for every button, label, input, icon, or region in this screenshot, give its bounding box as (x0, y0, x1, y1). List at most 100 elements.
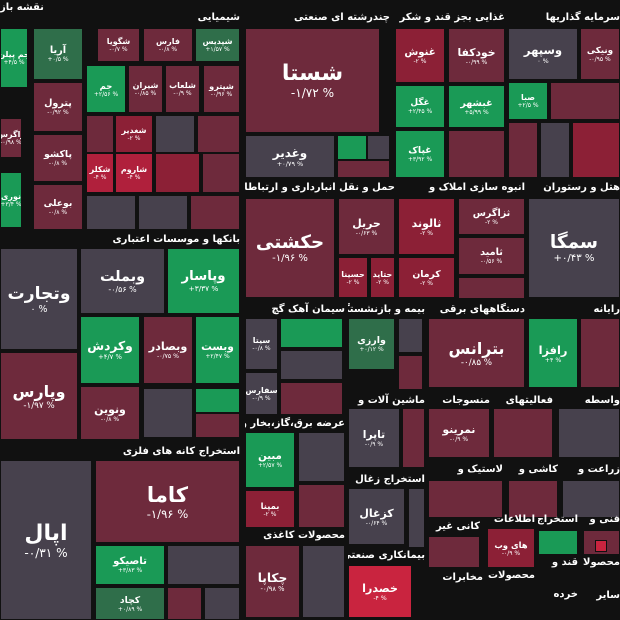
stock-tile[interactable]: وتجارت ۰ % (0, 248, 78, 350)
stock-tile[interactable]: آریا +۰/۵ % (33, 28, 83, 80)
stock-tile[interactable]: حکشتی -۱/۹۶ % (245, 198, 335, 298)
filler-tile (408, 488, 425, 548)
filler-tile (493, 408, 553, 458)
stock-tile[interactable]: وارزی +۰/۱۲ % (348, 318, 395, 370)
stock-tile[interactable]: های وب -۰/۹ % (487, 528, 535, 568)
stock-tile[interactable]: شگویا -۰/۷ % (97, 28, 140, 62)
sector-title: کاشی و (518, 464, 558, 475)
stock-tile[interactable]: رافزا +۴ % (528, 318, 578, 388)
stock-tile[interactable]: زاگرس-۰/۹۸ % (0, 118, 22, 158)
stock-tile[interactable]: تاصیکو +۳/۸۳ % (95, 545, 165, 585)
stock-tile[interactable]: سیتا -۰/۸ % (245, 318, 278, 370)
stock-tile[interactable]: صبا +۲/۵ % (508, 82, 548, 120)
stock-tile[interactable]: ونوین -۰/۸ % (80, 386, 140, 440)
stock-tile[interactable]: شلعاب -۰/۹ % (165, 65, 200, 113)
stock-name: کاما (146, 482, 189, 507)
stock-tile[interactable]: غگل +۲/۴۵ % (395, 85, 445, 128)
stock-tile[interactable]: فارس -۰/۸ % (143, 28, 193, 62)
stock-tile[interactable]: تاپرا -۰/۹ % (348, 408, 400, 468)
stock-tile[interactable]: چکاپا -۰/۹۸ % (245, 545, 300, 618)
filler-tile (204, 587, 240, 620)
stock-change: -۰/۸ % (48, 160, 68, 167)
stock-tile[interactable]: بترانس -۰/۸۵ % (428, 318, 525, 388)
stock-tile[interactable]: وسپهر ۰ % (508, 28, 578, 80)
stock-tile[interactable]: وکردش +۴/۷ % (80, 316, 140, 384)
stock-tile[interactable]: ثزاگرس -۲ % (458, 198, 525, 235)
stock-tile[interactable]: کرمان -۲ % (398, 257, 455, 298)
stock-tile[interactable]: وبصادر -۰/۷۵ % (143, 316, 193, 384)
stock-name: مبین (258, 451, 282, 462)
filler-tile (595, 540, 607, 552)
stock-tile[interactable]: شغدیر -۲ % (115, 115, 153, 153)
stock-tile[interactable]: مبین +۲/۵۷ % (245, 432, 295, 488)
filler-tile (572, 122, 620, 178)
stock-tile[interactable]: شپدیس +۱/۵۷ % (195, 28, 240, 62)
stock-change: +۰/۴۳ % (553, 253, 595, 264)
stock-tile[interactable]: خصدرا -۴ % (348, 565, 412, 618)
stock-change: -۰/۵۶ % (480, 258, 503, 265)
stock-tile[interactable]: کچاد +۰/۸۹ % (95, 587, 165, 620)
filler-tile (458, 277, 525, 299)
stock-tile[interactable]: اپال -۰/۳۱ % (0, 460, 92, 620)
stock-name: شاروم (120, 165, 148, 174)
stock-tile[interactable]: کزغال -۰/۶۴ % (348, 488, 405, 545)
stock-tile[interactable]: ثالوند -۲ % (398, 198, 455, 255)
stock-tile[interactable]: وپارس -۱/۹۷ % (0, 352, 78, 440)
stock-tile[interactable]: حسینا -۲ % (338, 257, 368, 298)
stock-tile[interactable]: غبشهر +۵/۹۹ % (448, 85, 505, 128)
filler-tile (428, 480, 503, 518)
stock-tile[interactable]: شاروم -۴ % (115, 153, 153, 193)
stock-tile[interactable]: نوری +۳/۴ % (0, 172, 22, 228)
filler-tile (337, 135, 367, 160)
stock-tile[interactable]: وپاسار +۳/۳۷ % (167, 248, 240, 314)
stock-change: -۲ % (419, 229, 434, 237)
stock-tile[interactable]: حتاید -۲ % (370, 257, 395, 298)
stock-tile[interactable]: پاکشو -۰/۸ % (33, 134, 83, 182)
stock-tile[interactable]: نمرینو -۰/۹ % (428, 408, 490, 458)
stock-tile[interactable]: سفارس -۰/۹ % (245, 372, 278, 415)
stock-tile[interactable]: شستا -۱/۷۲ % (245, 28, 380, 133)
sector-title: استخراج زغال (355, 474, 425, 485)
stock-change: -۰/۹ % (252, 394, 271, 402)
stock-tile[interactable]: سمگا +۰/۴۳ % (528, 198, 620, 298)
stock-tile[interactable]: کاما -۱/۹۶ % (95, 460, 240, 543)
stock-name: شکلر (89, 165, 111, 174)
filler-tile (398, 355, 423, 390)
filler-tile (298, 484, 345, 528)
stock-tile[interactable]: شکلر -۴ % (86, 153, 114, 193)
stock-change: -۰/۹ % (173, 90, 192, 97)
sector-title: سایر (596, 590, 620, 601)
stock-tile[interactable]: بمپنا -۲ % (245, 490, 295, 528)
stock-name: کرمان (412, 268, 441, 280)
sector-title: هتل و رستوران (543, 182, 620, 193)
stock-tile[interactable]: جم پیلن+۴/۵ % (0, 28, 28, 88)
sector-title: انبوه سازی املاک و (428, 182, 525, 193)
stock-tile[interactable]: غپاک +۳/۹۲ % (395, 130, 445, 178)
stock-tile[interactable]: وبست +۲/۴۷ % (195, 316, 240, 384)
stock-change: -۲ % (413, 57, 427, 65)
stock-change: -۰/۸۵ % (460, 357, 493, 368)
stock-name: چکاپا (257, 570, 288, 585)
stock-name: شپدیس (202, 37, 233, 46)
sector-title: زراعت و (577, 464, 620, 475)
stock-tile[interactable]: شپترو -۰/۹۶ % (203, 65, 240, 113)
map-title: نقشه باز (0, 2, 44, 13)
stock-tile[interactable]: وغدیر +۰/۷۹ % (245, 135, 335, 178)
stock-tile[interactable]: وبملت -۰/۵۶ % (80, 248, 165, 314)
stock-tile[interactable]: ثامید -۰/۵۶ % (458, 237, 525, 275)
stock-tile[interactable]: شیران -۰/۸۵ % (128, 65, 163, 113)
stock-tile[interactable]: پترول -۰/۹۲ % (33, 82, 83, 132)
stock-name: ونیکی (586, 45, 614, 56)
stock-tile[interactable]: ونیکی -۰/۹۵ % (580, 28, 620, 80)
stock-tile[interactable]: جم +۲/۵۶ % (86, 65, 126, 113)
stock-change: -۲ % (346, 278, 360, 286)
sector-title: دستگاههای برقی (439, 304, 525, 315)
stock-tile[interactable]: خودکفا -۰/۹۹ % (448, 28, 505, 83)
stock-name: وکردش (87, 339, 133, 353)
stock-tile[interactable]: غنوش -۲ % (395, 28, 445, 83)
sector-title: واسطه (584, 395, 620, 406)
stock-change: -۲ % (263, 510, 277, 518)
stock-tile[interactable]: حریل -۰/۶۳ % (338, 198, 395, 255)
stock-change: -۰/۹۲ % (47, 109, 69, 116)
stock-tile[interactable]: بوعلی -۰/۸ % (33, 184, 83, 230)
